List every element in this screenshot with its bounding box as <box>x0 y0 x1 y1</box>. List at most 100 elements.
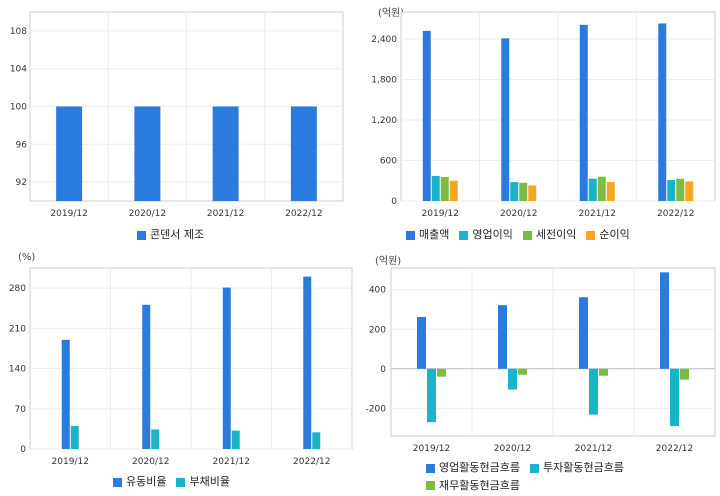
legend-item: 부채비율 <box>176 474 230 490</box>
bar-4 <box>685 181 694 201</box>
bar-1 <box>142 304 151 449</box>
chart-1-plot: 92 96 100 104 108 2019/12 2020/12 2021/12 2022/1… <box>10 11 344 219</box>
x-tick-label: 2022/12 <box>293 457 330 467</box>
y-tick-label: -200 <box>366 404 387 414</box>
x-tick-label: 2022/12 <box>656 444 693 454</box>
bar-1 <box>579 297 588 369</box>
legend-item: 매출액 <box>406 227 449 243</box>
x-tick-label: 2022/12 <box>285 209 322 219</box>
chart-2-plot: 0 600 1,200 1,800 2,400 2019/12 2020/12 2021/12… <box>371 11 716 219</box>
legend-label: 영업활동현금흐름 <box>439 461 520 474</box>
y-tick-label: 2,400 <box>371 35 397 45</box>
y-tick-label: 0 <box>391 197 397 207</box>
bar-1 <box>417 317 426 369</box>
bar-1 <box>579 24 588 202</box>
x-tick-label: 2019/12 <box>413 444 450 454</box>
chart-panel-2: (억원) 0 600 1,200 1,800 2,400 2019/12 2020/12 20… <box>360 0 720 248</box>
bar-1 <box>498 305 507 369</box>
chart-3-plot: 0 70 140 210 280 2019/12 2020/12 2021/12 2022/12 <box>9 267 353 467</box>
legend-label: 투자활동현금흐름 <box>542 461 624 474</box>
legend-swatch <box>406 230 415 240</box>
legend-label: 매출액 <box>419 228 450 241</box>
bar-1 <box>290 106 317 201</box>
legend-label: 콘덴서 제조 <box>150 228 205 241</box>
bar-2 <box>151 429 160 449</box>
bar-2 <box>589 368 598 415</box>
bar-2 <box>431 176 440 201</box>
legend-label: 영업이익 <box>472 228 513 241</box>
chart-panel-1: 92 96 100 104 108 2019/12 2020/12 2021/12 2022/1… <box>0 0 360 248</box>
x-tick-label: 2019/12 <box>52 457 89 467</box>
legend-swatch <box>426 463 435 473</box>
y-tick-label: 108 <box>10 27 27 37</box>
bar-1 <box>422 30 431 202</box>
y-tick-label: 96 <box>16 140 28 150</box>
y-tick-label: 210 <box>9 324 26 334</box>
bar-3 <box>680 368 689 380</box>
chart-2-legend: 매출액 영업이익 세전이익 순이익 <box>406 227 716 245</box>
y-tick-label: 70 <box>15 405 27 415</box>
chart-panel-3: (%) 0 70 140 210 280 2019/12 2020/12 2021/12 202… <box>0 248 360 496</box>
legend-swatch <box>137 230 146 240</box>
bar-4 <box>528 185 537 201</box>
y-tick-label: 280 <box>9 284 26 294</box>
legend-item: 재무활동현금흐름 <box>426 478 520 494</box>
bar-1 <box>61 339 70 449</box>
x-tick-label: 2021/12 <box>207 209 244 219</box>
bar-2 <box>231 430 240 449</box>
legend-label: 세전이익 <box>535 228 577 241</box>
bar-1 <box>222 287 231 449</box>
y-tick-label: 100 <box>10 103 27 113</box>
legend-item: 순이익 <box>586 227 630 243</box>
bar-3 <box>519 182 528 201</box>
bar-2 <box>508 368 517 390</box>
x-tick-label: 2021/12 <box>579 209 616 219</box>
x-tick-label: 2019/12 <box>50 209 87 219</box>
chart-3-unit: (%) <box>18 252 36 263</box>
y-tick-label: 400 <box>369 286 386 296</box>
chart-panel-4: (억원) -200 0 200 400 2019/12 2020/12 2021/12 202… <box>360 248 720 496</box>
y-tick-label: 1,800 <box>371 76 397 86</box>
legend-label: 유동비율 <box>126 475 167 488</box>
bar-2 <box>427 368 436 423</box>
legend-label: 순이익 <box>599 228 630 241</box>
bar-4 <box>606 182 615 201</box>
legend-swatch <box>522 230 532 240</box>
legend-label: 재무활동현금흐름 <box>439 478 520 492</box>
legend-swatch <box>426 481 435 490</box>
bar-1 <box>501 38 510 202</box>
legend-item: 투자활동현금흐름 <box>529 460 624 476</box>
y-tick-label: 0 <box>20 445 26 455</box>
bar-2 <box>312 432 321 449</box>
x-tick-label: 2021/12 <box>213 457 250 467</box>
x-tick-label: 2020/12 <box>494 444 531 454</box>
bar-2 <box>588 178 597 201</box>
bar-1 <box>56 106 83 201</box>
bar-3 <box>518 368 527 375</box>
bar-1 <box>134 106 161 201</box>
legend-item: 세전이익 <box>522 227 577 243</box>
bar-2 <box>70 426 79 449</box>
legend-item: 콘덴서 제조 <box>137 227 204 243</box>
legend-swatch <box>113 477 122 487</box>
chart-4-unit: (억원) <box>375 256 402 267</box>
y-tick-label: 92 <box>16 178 27 188</box>
chart-3-legend: 유동비율 부채비율 <box>113 474 353 492</box>
legend-label: 부채비율 <box>189 475 230 488</box>
bar-4 <box>449 180 458 201</box>
legend-swatch <box>529 463 539 473</box>
y-tick-label: 1,200 <box>371 116 397 126</box>
legend-item: 영업이익 <box>459 227 513 243</box>
x-tick-label: 2020/12 <box>132 457 169 467</box>
bar-3 <box>597 176 606 201</box>
x-tick-label: 2020/12 <box>500 209 537 219</box>
legend-swatch <box>176 477 186 487</box>
chart-2-unit: (억원) <box>378 8 405 19</box>
y-tick-label: 200 <box>369 325 386 335</box>
legend-item: 유동비율 <box>113 474 166 490</box>
bar-1 <box>303 276 312 449</box>
bar-3 <box>599 368 608 376</box>
chart-4-plot: -200 0 200 400 2019/12 2020/12 2021/12 2022/12 <box>366 267 716 454</box>
bar-1 <box>212 106 239 201</box>
